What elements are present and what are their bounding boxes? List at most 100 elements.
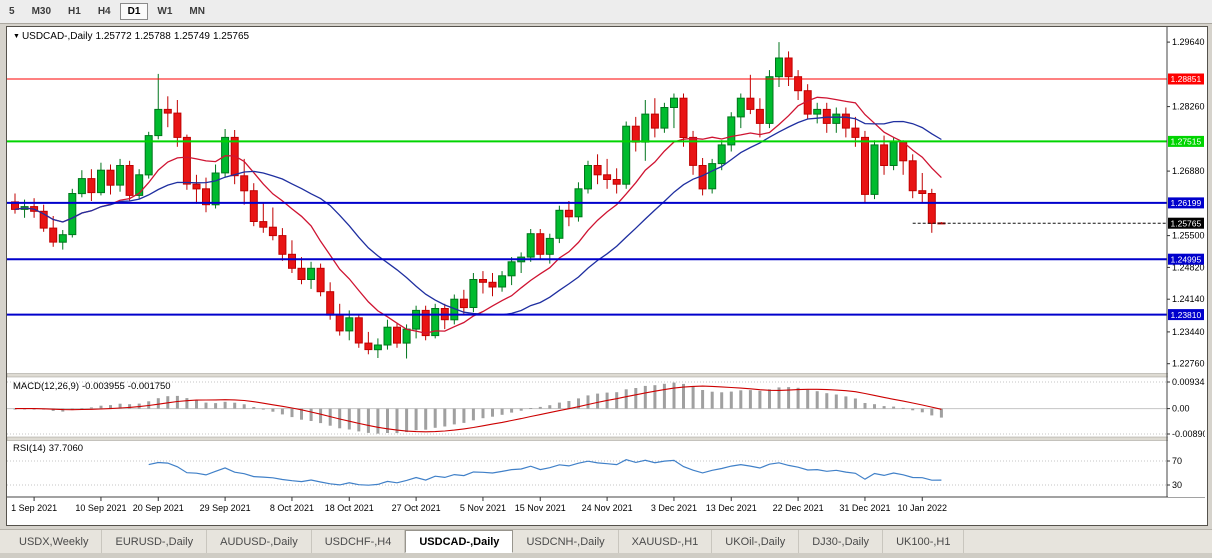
chart-tab-usdchf-h4[interactable]: USDCHF-,H4 [312,530,406,553]
candle-body [278,235,287,255]
candle-body [564,209,573,218]
candle-body [268,226,277,237]
chart-tab-ukoil-daily[interactable]: UKOil-,Daily [712,530,800,553]
timeframe-button-w1[interactable]: W1 [157,6,173,17]
window-bottom-edge [0,553,1212,558]
candle-body [536,233,545,255]
candle-body [717,144,726,165]
candle-body [755,108,764,124]
candle-body [402,328,411,344]
macd-histogram-bar [662,383,666,409]
candle-body [641,113,650,143]
macd-histogram-bar [80,408,84,410]
timeframe-button-h4[interactable]: H4 [97,6,111,17]
macd-histogram-bar [118,403,122,409]
candle-body [469,279,478,308]
chart-tab-dj30-daily[interactable]: DJ30-,Daily [799,530,884,553]
candle-body [545,237,554,255]
macd-histogram-bar [156,398,160,409]
candle-body [488,281,497,288]
candle-body [373,344,382,351]
candle-body [851,127,860,138]
timeframe-button-h1[interactable]: H1 [68,6,81,17]
candle-body [116,165,125,186]
candle-body [182,136,191,185]
candle-body [775,57,783,78]
date-label: 10 Jan 2022 [897,503,947,513]
candle-body [335,314,344,332]
date-label: 31 Dec 2021 [839,503,890,513]
price-level-badge [1168,73,1204,85]
candle-body [908,160,917,192]
candle-body [459,298,468,309]
date-axis[interactable] [7,498,1205,523]
timeframe-button-d1[interactable]: D1 [119,3,149,20]
macd-histogram-bar [844,396,848,409]
panel-separator[interactable] [7,436,1205,441]
macd-axis-label: 0.00 [1172,404,1190,414]
candle-body [584,165,592,190]
candle-body [727,116,736,146]
macd-histogram-bar [233,402,237,409]
candle-body [631,125,640,143]
price-level-badge-text: 1.23810 [1171,310,1202,320]
chart-canvas[interactable]: 1 Sep 2021 10 Sep 2021 20 Sep 2021 29 Sep 2… [7,27,1205,523]
candle-body [889,141,898,166]
macd-histogram-bar [175,395,179,409]
chart-tab-xauusd-h1[interactable]: XAUUSD-,H1 [619,530,713,553]
candle-body [173,112,182,138]
timeframe-button-m30[interactable]: M30 [31,6,52,17]
date-label: 22 Dec 2021 [773,503,824,513]
macd-histogram-bar [109,405,112,409]
macd-histogram-bar [357,408,361,432]
macd-histogram-bar [462,408,466,423]
macd-histogram-bar [624,389,628,409]
price-axis-label: 1.26880 [1172,166,1205,176]
timeframe-toolbar: 5 M30 H1 H4 D1 W1 MN [0,0,1212,24]
chart-tab-uk100-h1[interactable]: UK100-,H1 [883,530,965,553]
candle-body [794,76,803,92]
price-axis-label: 1.25500 [1172,231,1205,241]
candle-body [813,108,822,115]
candle-body [650,113,659,129]
candle-body [431,308,440,337]
date-label: 8 Oct 2021 [270,503,314,513]
timeframe-button-mn[interactable]: MN [189,6,205,17]
rsi-line [148,459,942,486]
macd-histogram-bar [395,408,399,434]
macd-histogram-bar [405,408,409,433]
chart-tab-eurusd-daily[interactable]: EURUSD-,Daily [102,530,208,553]
chart-tab-usdx-weekly[interactable]: USDX,Weekly [6,530,103,553]
ma-line-10 [14,96,942,334]
timeframe-button-5[interactable]: 5 [9,6,15,17]
macd-histogram-bar [682,383,685,409]
macd-histogram-bar [729,391,733,409]
macd-histogram-bar [366,408,370,433]
candle-body [593,165,602,176]
macd-histogram-bar [204,402,208,409]
candle-body [603,174,612,181]
macd-histogram-bar [280,408,284,415]
price-axis-label: 1.23440 [1172,327,1205,337]
chart-tab-audusd-daily[interactable]: AUDUSD-,Daily [207,530,312,553]
macd-histogram-bar [271,408,275,412]
date-label: 15 Nov 2021 [515,503,566,513]
candle-body [288,253,296,269]
chart-tab-usdcnh-daily[interactable]: USDCNH-,Daily [513,530,619,553]
panel-separator[interactable] [7,373,1205,378]
macd-histogram-bar [538,406,542,409]
macd-histogram-bar [471,408,475,421]
macd-histogram-bar [634,388,638,409]
candle-body [106,169,115,186]
chart-tab-usdcad-daily[interactable]: USDCAD-,Daily [405,530,514,553]
candle-body [259,221,268,228]
macd-histogram-bar [99,405,103,409]
candle-body [526,233,535,258]
macd-histogram-bar [920,408,924,413]
candle-body [144,135,153,176]
candle-body [68,193,77,236]
macd-histogram-bar [414,408,418,431]
ma-line-20 [14,116,942,316]
macd-histogram-bar [347,408,351,430]
macd-histogram-bar [223,401,227,409]
